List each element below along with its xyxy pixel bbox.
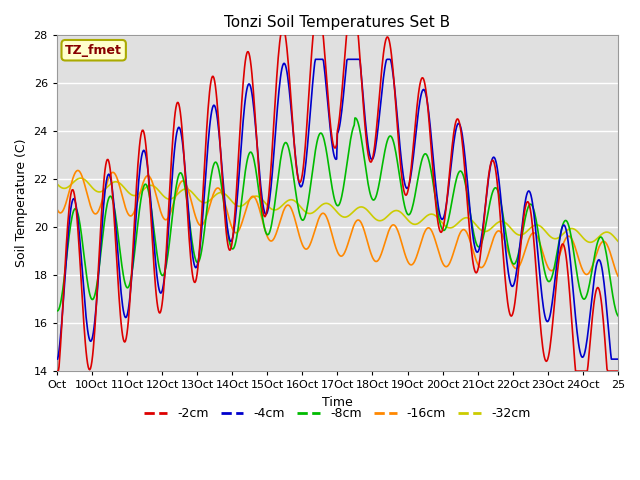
Text: TZ_fmet: TZ_fmet [65, 44, 122, 57]
Title: Tonzi Soil Temperatures Set B: Tonzi Soil Temperatures Set B [225, 15, 451, 30]
Y-axis label: Soil Temperature (C): Soil Temperature (C) [15, 139, 28, 267]
Legend: -2cm, -4cm, -8cm, -16cm, -32cm: -2cm, -4cm, -8cm, -16cm, -32cm [140, 402, 535, 425]
X-axis label: Time: Time [322, 396, 353, 408]
